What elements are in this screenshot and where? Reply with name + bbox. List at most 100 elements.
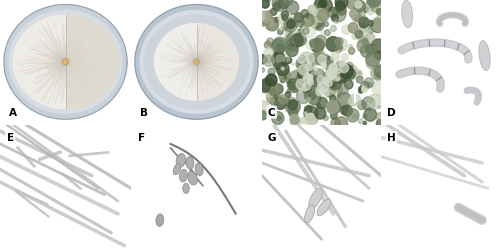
Circle shape bbox=[318, 56, 326, 65]
Circle shape bbox=[261, 1, 269, 9]
Circle shape bbox=[288, 100, 298, 110]
Circle shape bbox=[310, 96, 318, 105]
Circle shape bbox=[326, 70, 332, 76]
Circle shape bbox=[310, 54, 321, 65]
Polygon shape bbox=[4, 6, 127, 120]
Circle shape bbox=[308, 92, 320, 105]
Circle shape bbox=[352, 114, 358, 119]
Circle shape bbox=[324, 116, 328, 121]
Circle shape bbox=[366, 1, 375, 11]
Circle shape bbox=[329, 73, 336, 80]
Circle shape bbox=[290, 72, 298, 82]
Circle shape bbox=[312, 70, 324, 82]
Circle shape bbox=[296, 72, 308, 84]
Circle shape bbox=[298, 57, 304, 64]
Circle shape bbox=[345, 63, 354, 72]
Circle shape bbox=[303, 77, 306, 80]
Circle shape bbox=[328, 77, 342, 90]
Circle shape bbox=[305, 66, 308, 68]
Circle shape bbox=[354, 2, 362, 9]
Circle shape bbox=[351, 9, 365, 23]
Circle shape bbox=[298, 30, 304, 36]
Circle shape bbox=[320, 31, 324, 36]
Circle shape bbox=[324, 87, 336, 98]
Circle shape bbox=[368, 83, 372, 87]
Circle shape bbox=[358, 89, 363, 94]
Ellipse shape bbox=[188, 172, 198, 185]
Circle shape bbox=[348, 23, 358, 34]
Circle shape bbox=[316, 90, 322, 96]
Circle shape bbox=[278, 0, 289, 10]
Circle shape bbox=[348, 98, 356, 107]
Text: F: F bbox=[138, 133, 144, 143]
Circle shape bbox=[306, 55, 314, 64]
Circle shape bbox=[336, 41, 340, 45]
Circle shape bbox=[351, 70, 362, 82]
Circle shape bbox=[336, 78, 340, 81]
Circle shape bbox=[294, 33, 296, 36]
Circle shape bbox=[292, 116, 294, 119]
Circle shape bbox=[326, 64, 336, 74]
Circle shape bbox=[322, 62, 326, 67]
Circle shape bbox=[347, 0, 358, 10]
Ellipse shape bbox=[156, 214, 164, 227]
Circle shape bbox=[287, 80, 298, 90]
Circle shape bbox=[284, 77, 287, 80]
Circle shape bbox=[350, 10, 358, 19]
Text: D: D bbox=[387, 108, 396, 118]
Ellipse shape bbox=[176, 154, 186, 168]
Circle shape bbox=[277, 116, 281, 121]
Circle shape bbox=[272, 0, 282, 9]
Circle shape bbox=[366, 20, 370, 24]
Circle shape bbox=[296, 89, 310, 104]
Circle shape bbox=[287, 89, 290, 93]
Circle shape bbox=[360, 45, 373, 58]
Circle shape bbox=[376, 113, 384, 122]
Circle shape bbox=[336, 2, 345, 12]
Circle shape bbox=[333, 7, 342, 17]
Circle shape bbox=[328, 72, 336, 80]
Circle shape bbox=[286, 2, 298, 15]
Circle shape bbox=[338, 94, 340, 98]
Circle shape bbox=[259, 12, 270, 24]
Circle shape bbox=[304, 75, 313, 84]
Circle shape bbox=[288, 79, 298, 89]
Circle shape bbox=[342, 26, 350, 35]
Circle shape bbox=[362, 97, 375, 111]
Circle shape bbox=[378, 106, 380, 109]
Circle shape bbox=[276, 49, 290, 64]
Circle shape bbox=[370, 0, 384, 13]
Circle shape bbox=[342, 7, 345, 10]
Circle shape bbox=[336, 70, 341, 74]
Circle shape bbox=[299, 69, 312, 83]
Circle shape bbox=[314, 20, 324, 31]
Text: C: C bbox=[268, 108, 276, 118]
Circle shape bbox=[266, 12, 272, 19]
Circle shape bbox=[318, 0, 332, 14]
Circle shape bbox=[366, 34, 375, 44]
Circle shape bbox=[324, 30, 330, 37]
Circle shape bbox=[282, 20, 294, 33]
Circle shape bbox=[266, 18, 278, 32]
Circle shape bbox=[359, 18, 369, 29]
Circle shape bbox=[270, 9, 277, 16]
Circle shape bbox=[285, 92, 290, 98]
Circle shape bbox=[316, 58, 324, 66]
Circle shape bbox=[332, 73, 340, 82]
Circle shape bbox=[290, 71, 304, 86]
Circle shape bbox=[366, 2, 379, 15]
Circle shape bbox=[287, 98, 296, 108]
Circle shape bbox=[266, 26, 270, 30]
Circle shape bbox=[278, 96, 287, 105]
Circle shape bbox=[335, 39, 343, 47]
Circle shape bbox=[300, 11, 312, 24]
Circle shape bbox=[288, 101, 300, 114]
Circle shape bbox=[326, 57, 334, 66]
Circle shape bbox=[278, 30, 283, 36]
Circle shape bbox=[360, 26, 366, 34]
Circle shape bbox=[270, 98, 279, 106]
Circle shape bbox=[277, 64, 281, 68]
Circle shape bbox=[316, 104, 320, 109]
Circle shape bbox=[296, 80, 306, 90]
Circle shape bbox=[267, 0, 270, 3]
